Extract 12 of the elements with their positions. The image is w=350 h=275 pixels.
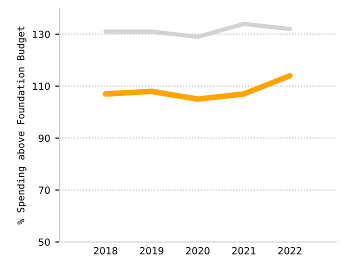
y-tick-label: 110 bbox=[32, 82, 50, 90]
y-tick-label: 70 bbox=[38, 186, 50, 194]
line-series bbox=[104, 22, 292, 39]
x-tick-label: 2022 bbox=[278, 247, 302, 254]
x-tick-label: 2019 bbox=[140, 247, 164, 254]
x-tick-label: 2018 bbox=[94, 247, 118, 254]
x-tick-label: 2021 bbox=[232, 247, 256, 254]
y-tick-label: 130 bbox=[32, 30, 50, 38]
y-tick-label: 90 bbox=[38, 134, 50, 142]
y-axis-title: % Spending above Foundation Budget bbox=[16, 26, 26, 224]
y-tick-label: 50 bbox=[38, 238, 50, 246]
x-tick-label: 2020 bbox=[186, 247, 210, 254]
